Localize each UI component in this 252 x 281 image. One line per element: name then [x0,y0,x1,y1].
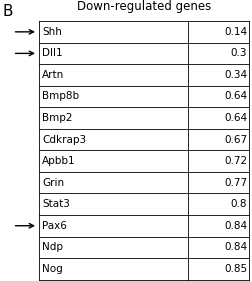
Text: Cdkrap3: Cdkrap3 [42,135,86,144]
Text: Pax6: Pax6 [42,221,67,231]
Text: Ndp: Ndp [42,242,63,252]
Text: 0.8: 0.8 [230,199,246,209]
Text: 0.85: 0.85 [223,264,246,274]
Text: Artn: Artn [42,70,64,80]
Text: 0.64: 0.64 [223,92,246,101]
Text: 0.3: 0.3 [230,48,246,58]
Text: Bmp2: Bmp2 [42,113,73,123]
Text: Stat3: Stat3 [42,199,70,209]
Text: B: B [3,4,13,19]
Text: 0.84: 0.84 [223,221,246,231]
Text: Nog: Nog [42,264,63,274]
Text: 0.67: 0.67 [223,135,246,144]
Text: 0.77: 0.77 [223,178,246,188]
Text: Shh: Shh [42,27,62,37]
Text: 0.72: 0.72 [223,156,246,166]
Text: 0.84: 0.84 [223,242,246,252]
Text: 0.34: 0.34 [223,70,246,80]
Text: Dll1: Dll1 [42,48,63,58]
Text: 0.14: 0.14 [223,27,246,37]
Text: Grin: Grin [42,178,64,188]
Text: Apbb1: Apbb1 [42,156,76,166]
Text: Down-regulated genes: Down-regulated genes [77,0,210,13]
Text: Bmp8b: Bmp8b [42,92,79,101]
Text: 0.64: 0.64 [223,113,246,123]
